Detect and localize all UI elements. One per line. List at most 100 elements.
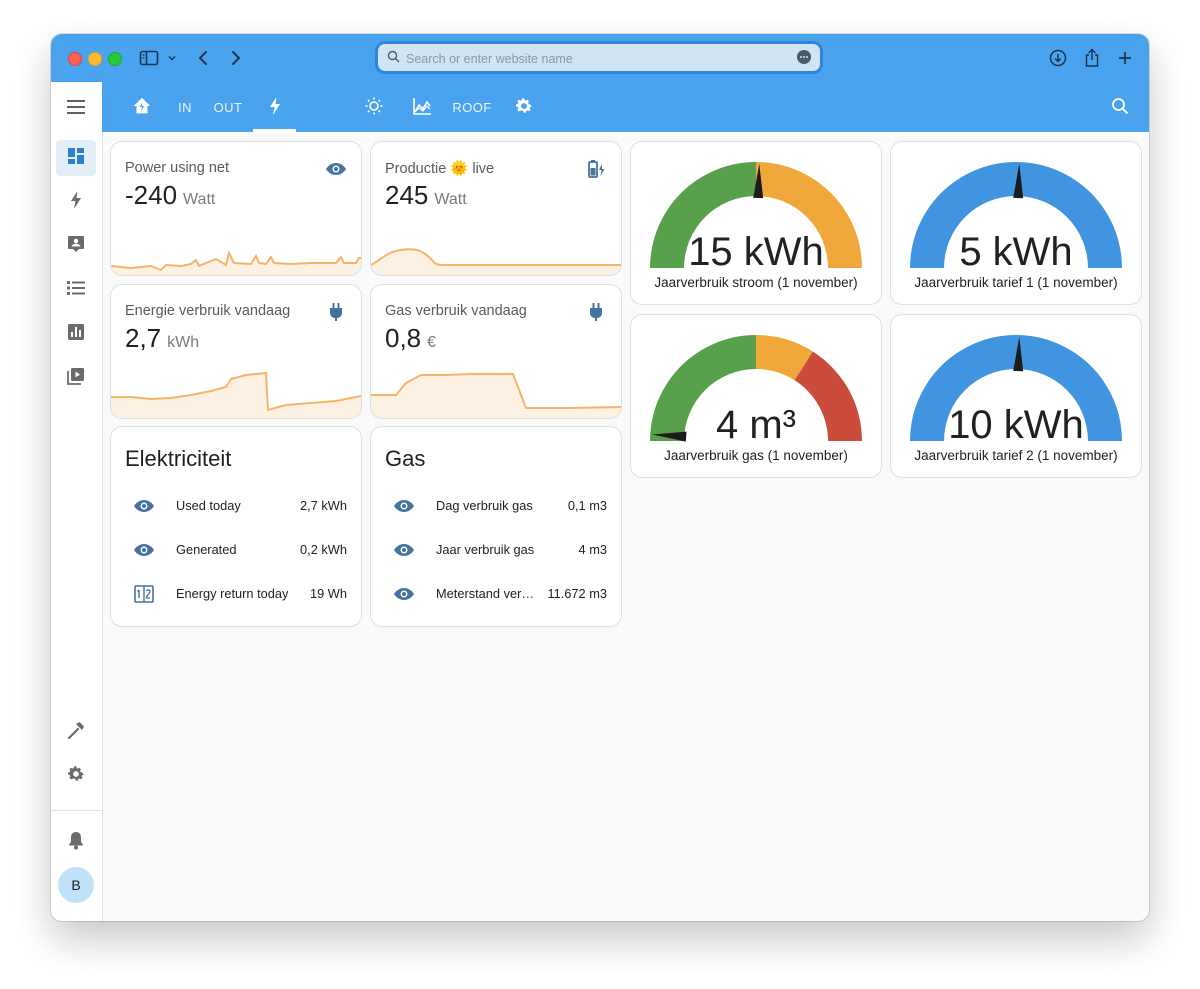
- tab-energy[interactable]: [260, 82, 290, 132]
- address-bar[interactable]: [378, 44, 820, 71]
- sidebar-item-energy[interactable]: [56, 184, 96, 220]
- sidebar-item-overview[interactable]: [56, 140, 96, 176]
- sidebar-item-map[interactable]: [56, 228, 96, 264]
- more-options-icon[interactable]: [797, 50, 811, 69]
- entity-name: Meterstand verbruik gas: [436, 586, 538, 601]
- sidebar-toggle-icon[interactable]: [137, 46, 161, 70]
- overflow-menu-button[interactable]: [1148, 82, 1149, 132]
- gauge-label: Jaarverbruik gas (1 november): [664, 448, 848, 463]
- gauge-segment: [910, 335, 1122, 441]
- entity-name: Used today: [176, 498, 241, 513]
- entity-name: Jaar verbruik gas: [436, 542, 535, 557]
- list-item[interactable]: Jaar verbruik gas 4 m3: [371, 528, 621, 572]
- zoom-window-button[interactable]: [108, 52, 122, 66]
- tab-roof[interactable]: ROOF: [452, 99, 492, 115]
- download-icon[interactable]: [1046, 46, 1070, 70]
- search-icon: [387, 50, 400, 68]
- gauge-value: 15 kWh: [688, 230, 824, 274]
- chevron-down-icon[interactable]: [161, 46, 183, 70]
- gauge-card-tarief-2[interactable]: 10 kWh Jaarverbruik tarief 2 (1 november…: [890, 314, 1142, 478]
- list-item[interactable]: Energy return today 19 Wh: [111, 572, 361, 616]
- gauge-dial: [650, 162, 862, 268]
- close-window-button[interactable]: [68, 52, 82, 66]
- sensor-card-power[interactable]: Power using net -240 Watt: [110, 141, 362, 276]
- tab-sun[interactable]: [359, 82, 389, 132]
- gauge-value: 10 kWh: [948, 403, 1084, 447]
- tab-chart[interactable]: [407, 82, 437, 132]
- sensor-card-productie[interactable]: Productie 🌞 live 245 Watt: [370, 141, 622, 276]
- eye-icon: [325, 158, 347, 180]
- list-item[interactable]: Meterstand verbruik gas 11.672 m3: [371, 572, 621, 616]
- gauge-needle: [1013, 164, 1024, 199]
- sidebar-item-history[interactable]: [56, 316, 96, 352]
- list-item[interactable]: Generated 0,2 kWh: [111, 528, 361, 572]
- new-tab-icon[interactable]: [1113, 46, 1137, 70]
- back-arrow-icon[interactable]: [191, 46, 215, 70]
- tab-settings[interactable]: [509, 82, 539, 132]
- sparkline: [111, 371, 361, 418]
- sidebar-item-developer-tools[interactable]: [56, 714, 96, 750]
- gauge-segment: [650, 335, 756, 441]
- list-item[interactable]: Dag verbruik gas 0,1 m3: [371, 484, 621, 528]
- gauge-segment: [794, 351, 862, 441]
- browser-window: IN OUT ROOF: [51, 34, 1149, 921]
- gear-icon: [514, 96, 534, 119]
- search-button[interactable]: [1105, 82, 1135, 132]
- gauge-card-gas[interactable]: 4 m³ Jaarverbruik gas (1 november): [630, 314, 882, 478]
- sidebar-item-logbook[interactable]: [56, 272, 96, 308]
- counter-icon: [132, 582, 156, 606]
- sidebar-item-media[interactable]: [56, 360, 96, 396]
- entity-value: 11.672 m3: [547, 586, 607, 601]
- power-plug-icon: [325, 301, 347, 323]
- entities-card-elektriciteit: Elektriciteit Used today 2,7 kWh Generat…: [110, 426, 362, 627]
- sensor-card-gas[interactable]: Gas verbruik vandaag 0,8 €: [370, 284, 622, 419]
- gauge-card-tarief-1[interactable]: 5 kWh Jaarverbruik tarief 1 (1 november): [890, 141, 1142, 305]
- battery-charging-icon: [585, 158, 607, 180]
- list-item[interactable]: Used today 2,7 kWh: [111, 484, 361, 528]
- entity-name: Energy return today: [176, 586, 289, 601]
- avatar[interactable]: B: [58, 867, 94, 903]
- gauge-segment: [756, 335, 813, 381]
- sparkline: [371, 373, 621, 418]
- sensor-card-energie[interactable]: Energie verbruik vandaag 2,7 kWh: [110, 284, 362, 419]
- lightning-icon: [267, 96, 283, 119]
- gear-icon: [66, 764, 86, 789]
- entity-value: 0,1 m3: [567, 498, 607, 513]
- sidebar-item-notifications[interactable]: [56, 824, 96, 860]
- tab-out[interactable]: OUT: [213, 99, 243, 115]
- gauge-needle: [652, 431, 687, 442]
- gauge-card-stroom[interactable]: 15 kWh Jaarverbruik stroom (1 november): [630, 141, 882, 305]
- gauge-label: Jaarverbruik tarief 1 (1 november): [914, 275, 1118, 290]
- tab-in[interactable]: IN: [178, 99, 192, 115]
- eye-icon: [132, 494, 156, 518]
- minimize-window-button[interactable]: [88, 52, 102, 66]
- bar-chart-icon: [67, 323, 85, 346]
- power-plug-icon: [585, 301, 607, 323]
- entities-card-gas: Gas Dag verbruik gas 0,1 m3 Jaar verbrui…: [370, 426, 622, 627]
- gauge-value: 4 m³: [716, 403, 796, 447]
- home-lightning-icon: [131, 95, 153, 120]
- menu-icon[interactable]: [65, 97, 87, 122]
- gauge-label: Jaarverbruik tarief 2 (1 november): [914, 448, 1118, 463]
- tab-home[interactable]: [127, 82, 157, 132]
- entity-value: 19 Wh: [310, 586, 347, 601]
- forward-arrow-icon[interactable]: [224, 46, 248, 70]
- list-icon: [66, 279, 86, 302]
- card-value: -240 Watt: [125, 180, 216, 210]
- card-title: Power using net: [125, 160, 229, 176]
- active-tab-indicator: [253, 129, 296, 132]
- card-title: Gas: [385, 446, 426, 471]
- browser-toolbar: [51, 34, 1149, 82]
- share-icon[interactable]: [1080, 46, 1104, 70]
- entity-value: 4 m3: [578, 542, 607, 557]
- card-title: Energie verbruik vandaag: [125, 303, 291, 319]
- eye-icon: [392, 538, 416, 562]
- search-input[interactable]: [404, 48, 788, 69]
- bell-icon: [67, 830, 85, 855]
- lightning-icon: [69, 190, 83, 215]
- hammer-icon: [66, 720, 86, 745]
- dashboard-icon: [66, 146, 86, 171]
- entity-value: 0,2 kWh: [300, 542, 347, 557]
- card-title: Elektriciteit: [125, 446, 232, 471]
- sidebar-item-settings[interactable]: [56, 758, 96, 794]
